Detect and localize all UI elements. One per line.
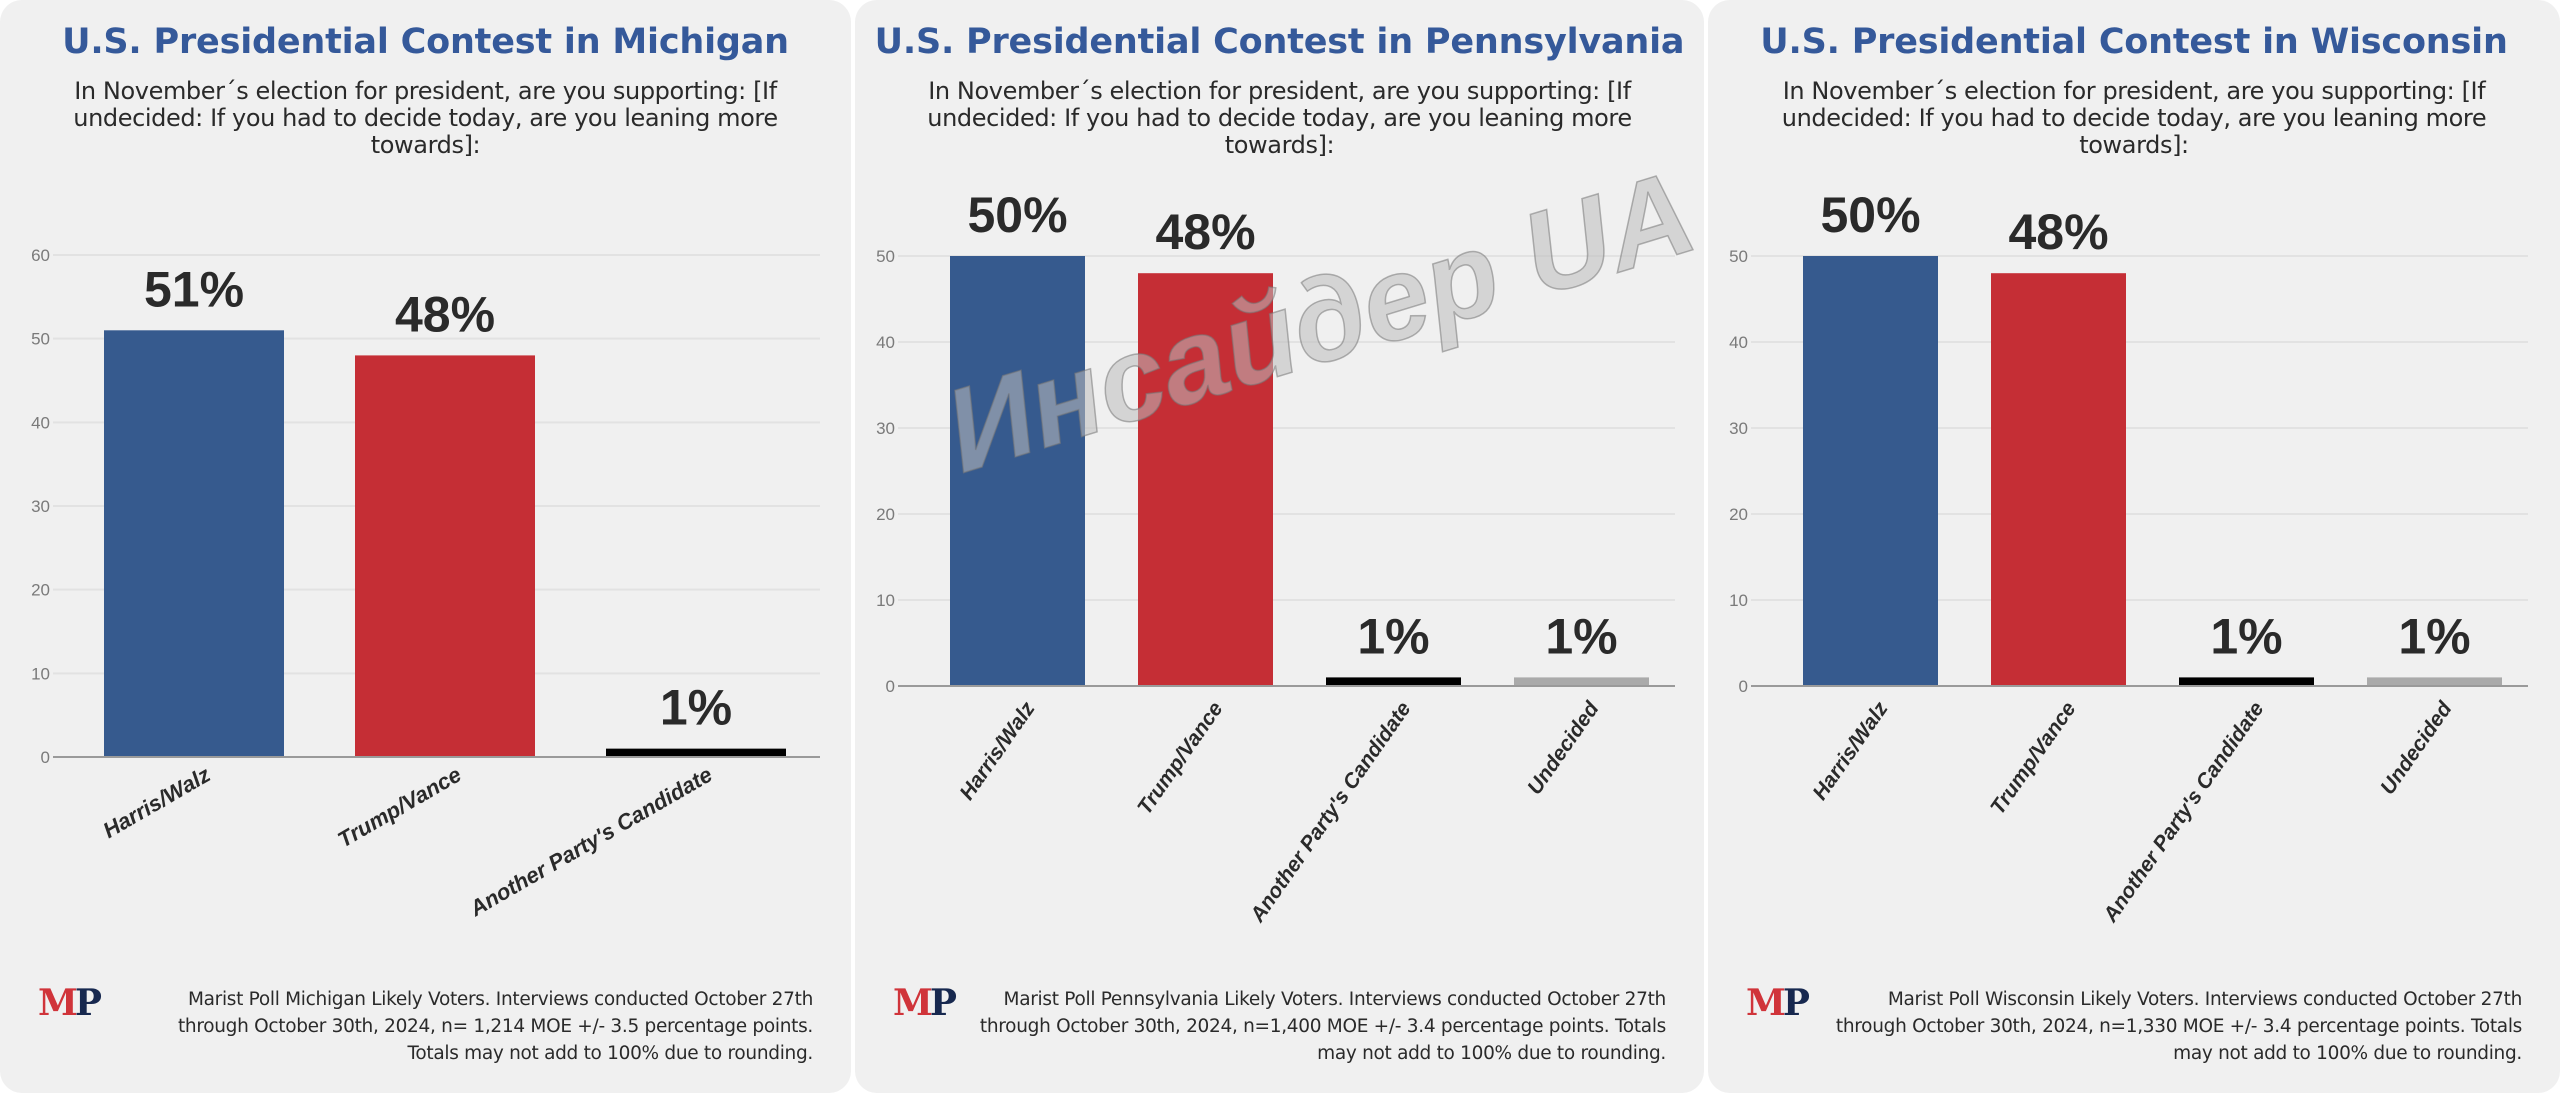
y-tick-label: 20 bbox=[31, 581, 50, 600]
y-tick-label: 30 bbox=[876, 419, 895, 438]
y-tick-label: 10 bbox=[876, 591, 895, 610]
bar-undecided bbox=[1514, 677, 1649, 686]
y-tick-label: 50 bbox=[1729, 247, 1748, 266]
y-tick-label: 0 bbox=[1739, 677, 1748, 696]
bar-chart-pennsylvania: 0 10 20 30 40 50 50% Harris/Walz 48% Trump/Vance 1… bbox=[876, 187, 1675, 927]
value-label: 1% bbox=[1545, 608, 1617, 664]
value-label: 51% bbox=[144, 261, 244, 317]
y-tick-label: 40 bbox=[1729, 333, 1748, 352]
bar-another-party-s-candidate bbox=[606, 748, 786, 757]
x-tick-label: Trump/Vance bbox=[333, 762, 465, 853]
value-label: 50% bbox=[1820, 187, 1920, 243]
survey-question: In November´s election for president, ar… bbox=[1781, 77, 2487, 159]
panel-pennsylvania: U.S. Presidential Contest in Pennsylvani… bbox=[855, 0, 1704, 1093]
y-tick-label: 50 bbox=[876, 247, 895, 266]
y-tick-label: 20 bbox=[1729, 505, 1748, 524]
x-tick-label: Harris/Walz bbox=[955, 697, 1040, 804]
x-tick-label: Undecided bbox=[2376, 697, 2457, 799]
y-tick-label: 0 bbox=[41, 748, 50, 767]
value-label: 48% bbox=[1155, 204, 1255, 260]
bar-chart-wisconsin: 0 10 20 30 40 50 50% Harris/Walz 48% Trump/Vance 1… bbox=[1729, 187, 2528, 927]
x-tick-label: Another Party's Candidate bbox=[1245, 697, 1415, 927]
bar-another-party-s-candidate bbox=[1326, 677, 1461, 686]
y-tick-label: 40 bbox=[31, 413, 50, 432]
source-note: Marist Poll Wisconsin Likely Voters. Int… bbox=[1835, 989, 2522, 1064]
value-label: 1% bbox=[660, 680, 732, 736]
chart-title: U.S. Presidential Contest in Pennsylvani… bbox=[874, 22, 1685, 62]
value-label: 1% bbox=[1357, 608, 1429, 664]
y-tick-label: 10 bbox=[31, 664, 50, 683]
y-tick-label: 10 bbox=[1729, 591, 1748, 610]
bar-trump-vance bbox=[355, 355, 535, 757]
marist-poll-logo: MP bbox=[38, 982, 102, 1024]
marist-poll-logo: MP bbox=[893, 982, 957, 1024]
y-tick-label: 0 bbox=[886, 677, 895, 696]
survey-question: In November´s election for president, ar… bbox=[927, 77, 1632, 159]
bar-trump-vance bbox=[1991, 273, 2126, 686]
x-tick-label: Harris/Walz bbox=[99, 762, 215, 843]
panel-wisconsin: U.S. Presidential Contest in Wisconsin I… bbox=[1708, 0, 2560, 1093]
bar-trump-vance bbox=[1138, 273, 1273, 686]
y-tick-label: 20 bbox=[876, 505, 895, 524]
bar-undecided bbox=[2367, 677, 2502, 686]
x-tick-label: Harris/Walz bbox=[1808, 697, 1893, 804]
marist-poll-logo: MP bbox=[1746, 982, 1810, 1024]
source-note: Marist Poll Pennsylvania Likely Voters. … bbox=[979, 989, 1666, 1064]
survey-question: In November´s election for president, ar… bbox=[73, 77, 778, 159]
y-tick-label: 30 bbox=[31, 497, 50, 516]
panel-michigan: U.S. Presidential Contest in Michigan In… bbox=[0, 0, 851, 1093]
x-tick-label: Trump/Vance bbox=[1986, 697, 2081, 818]
y-tick-label: 60 bbox=[31, 246, 50, 265]
x-tick-label: Another Party's Candidate bbox=[465, 762, 717, 922]
bar-another-party-s-candidate bbox=[2179, 677, 2314, 686]
value-label: 1% bbox=[2210, 608, 2282, 664]
value-label: 1% bbox=[2398, 608, 2470, 664]
y-tick-label: 50 bbox=[31, 330, 50, 349]
bar-harris-walz bbox=[950, 256, 1085, 686]
value-label: 50% bbox=[967, 187, 1067, 243]
x-tick-label: Trump/Vance bbox=[1133, 697, 1228, 818]
source-note: Marist Poll Michigan Likely Voters. Inte… bbox=[177, 989, 813, 1064]
bar-harris-walz bbox=[1803, 256, 1938, 686]
y-tick-label: 40 bbox=[876, 333, 895, 352]
value-label: 48% bbox=[395, 286, 495, 342]
bar-harris-walz bbox=[104, 330, 284, 757]
x-tick-label: Undecided bbox=[1523, 697, 1604, 799]
chart-title: U.S. Presidential Contest in Wisconsin bbox=[1760, 22, 2508, 62]
value-label: 48% bbox=[2008, 204, 2108, 260]
x-tick-label: Another Party's Candidate bbox=[2098, 697, 2268, 927]
chart-title: U.S. Presidential Contest in Michigan bbox=[62, 22, 789, 62]
bar-chart-michigan: 0 10 20 30 40 50 60 51% Harris/Walz 48% Trump/Vanc… bbox=[31, 246, 820, 922]
y-tick-label: 30 bbox=[1729, 419, 1748, 438]
